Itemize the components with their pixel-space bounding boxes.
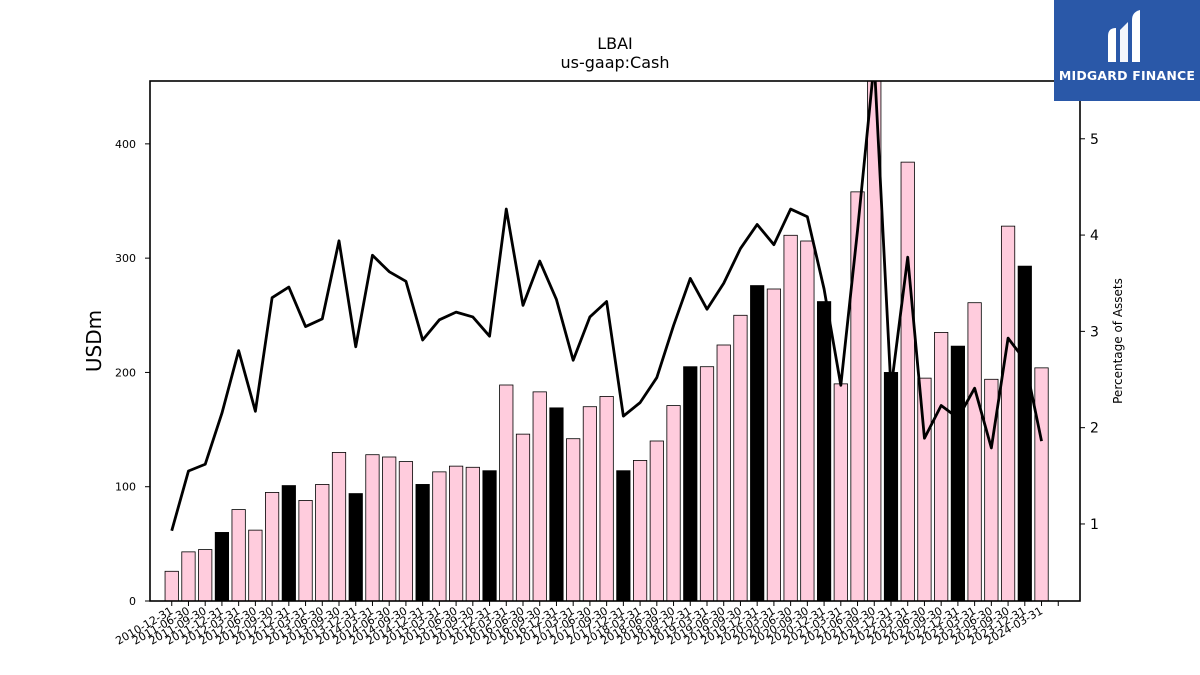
bar: [599, 396, 614, 601]
y-tick-label: 100: [115, 481, 136, 494]
bar: [733, 314, 748, 601]
y-tick-label: 0: [129, 595, 136, 608]
y-axis-label-right: Percentage of Assets: [1111, 278, 1125, 404]
bar: [716, 344, 731, 601]
bar: [365, 454, 380, 601]
bar: [1017, 265, 1032, 601]
y-tick-label-right: 3: [1090, 324, 1099, 340]
bar: [766, 288, 781, 601]
bar: [315, 484, 330, 601]
y-tick-label-right: 4: [1090, 228, 1099, 244]
bar: [482, 470, 497, 601]
bar: [833, 383, 848, 601]
bar: [967, 302, 982, 601]
bar: [198, 549, 213, 601]
y-tick-label-right: 2: [1090, 421, 1099, 437]
bar: [549, 407, 564, 601]
bar: [582, 406, 597, 601]
bar: [449, 465, 464, 601]
brand-logo: MIDGARD FINANCE: [1054, 0, 1200, 101]
brand-name: MIDGARD FINANCE: [1058, 68, 1196, 83]
bar: [666, 405, 681, 601]
y-tick-label: 200: [115, 366, 136, 379]
percentage-line: [170, 81, 1043, 532]
bar: [566, 438, 581, 601]
bar: [331, 452, 347, 601]
bar: [883, 372, 899, 601]
bar: [850, 191, 865, 601]
bar: [950, 345, 965, 601]
y-axis-label: USDm: [82, 310, 106, 372]
logo-mark-icon: [1108, 10, 1140, 62]
bar: [750, 285, 765, 601]
bar: [164, 570, 179, 601]
bar: [917, 377, 932, 601]
bar: [1000, 225, 1016, 601]
bar: [616, 470, 631, 601]
axes: 0100200300400123452010-12-312011-06-3020…: [113, 80, 1099, 648]
y-tick-label: 300: [115, 252, 136, 265]
bar: [699, 366, 715, 601]
plot-frame: [149, 80, 1081, 602]
bar: [532, 391, 547, 601]
bar: [465, 466, 480, 601]
bar: [231, 509, 246, 601]
bar: [800, 240, 815, 601]
line-series: [170, 81, 1043, 532]
bar: [248, 529, 263, 601]
bar: [432, 471, 447, 601]
bar: [348, 493, 363, 601]
bar: [398, 461, 414, 601]
bar: [934, 332, 949, 601]
y-tick-label-right: 5: [1090, 132, 1099, 148]
bar: [499, 384, 514, 601]
bar: [783, 234, 798, 601]
chart-subtitle: us-gaap:Cash: [560, 53, 669, 72]
bar: [382, 456, 397, 601]
bar: [515, 433, 531, 601]
bar: [683, 366, 698, 601]
bar: [298, 500, 313, 601]
bar: [181, 551, 196, 601]
bar: [633, 460, 648, 601]
bar: [649, 440, 664, 601]
bar: [281, 485, 296, 601]
y-tick-label-right: 1: [1090, 517, 1099, 533]
bar: [214, 532, 230, 601]
chart-title: LBAI: [597, 34, 633, 53]
bar: [415, 484, 430, 601]
y-tick-label: 400: [115, 138, 136, 151]
bar: [1034, 367, 1049, 601]
bar: [816, 301, 832, 601]
bar: [265, 492, 280, 601]
bar: [900, 161, 915, 601]
